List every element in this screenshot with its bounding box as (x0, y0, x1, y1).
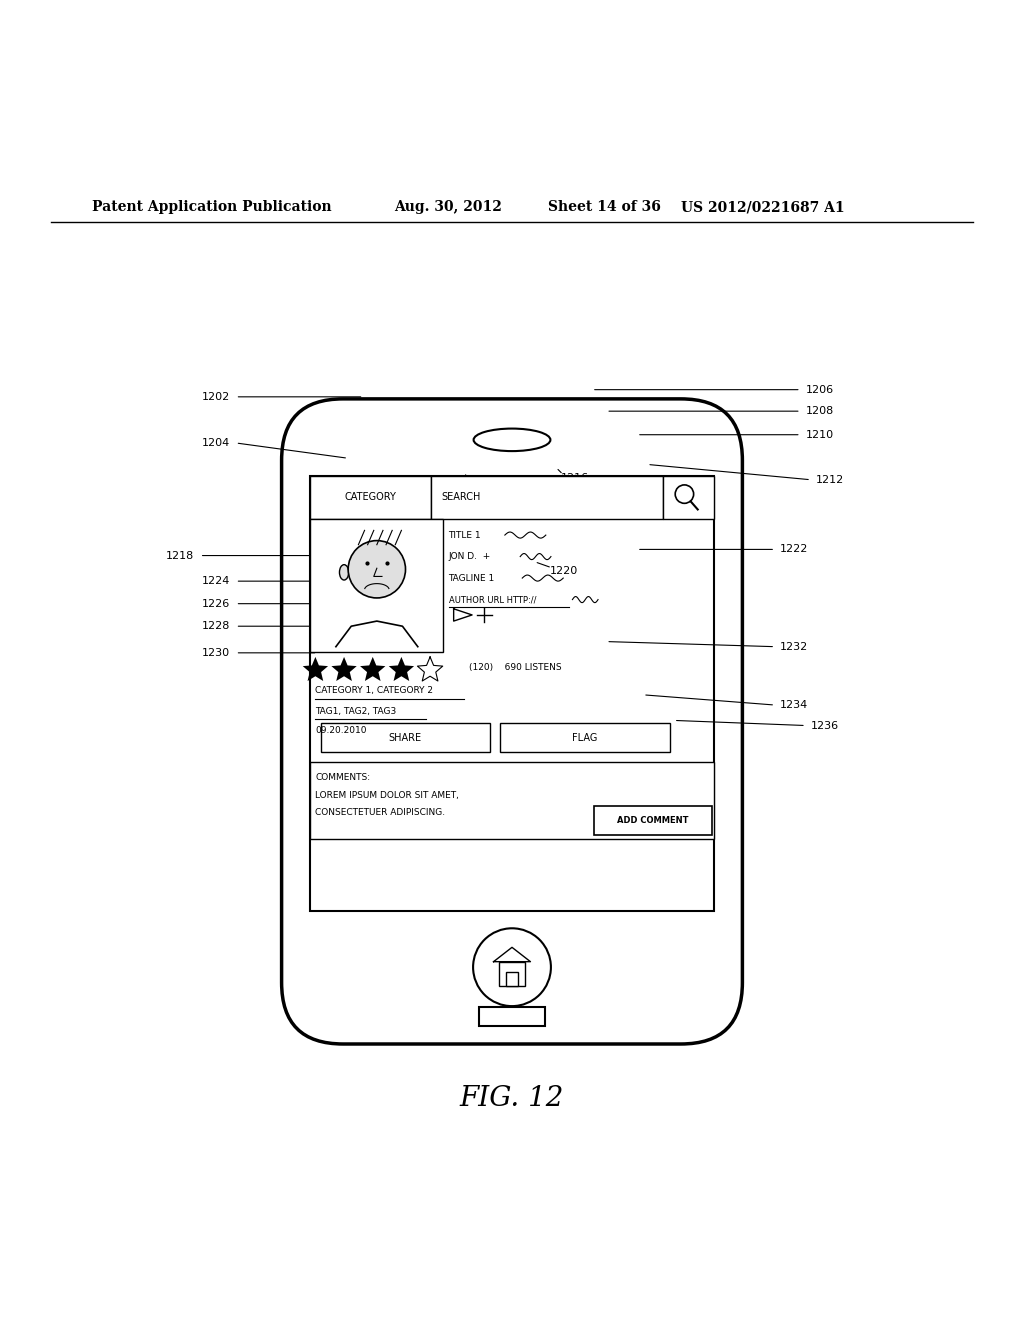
Text: 1204: 1204 (202, 438, 230, 447)
Text: 1220: 1220 (550, 566, 579, 576)
Text: TAG1, TAG2, TAG3: TAG1, TAG2, TAG3 (315, 706, 396, 715)
Text: (120)    690 LISTENS: (120) 690 LISTENS (469, 663, 561, 672)
Polygon shape (360, 657, 385, 681)
Text: 1224: 1224 (202, 576, 230, 586)
Circle shape (675, 484, 693, 503)
Text: 1202: 1202 (202, 392, 230, 401)
Ellipse shape (340, 565, 349, 579)
Text: 1208: 1208 (806, 407, 835, 416)
Text: 1216: 1216 (561, 473, 589, 483)
Text: SEARCH: SEARCH (441, 492, 481, 502)
Polygon shape (332, 657, 356, 681)
Text: AUTHOR URL HTTP://: AUTHOR URL HTTP:// (449, 595, 536, 605)
Text: US 2012/0221687 A1: US 2012/0221687 A1 (681, 201, 845, 214)
FancyBboxPatch shape (282, 399, 742, 1044)
Bar (479, 1007, 545, 1026)
Text: COMMENTS:: COMMENTS: (315, 774, 371, 783)
Text: 1236: 1236 (811, 721, 839, 730)
Text: CATEGORY 1, CATEGORY 2: CATEGORY 1, CATEGORY 2 (315, 686, 433, 696)
Bar (310, 475, 431, 519)
Text: TAGLINE 1: TAGLINE 1 (449, 574, 495, 582)
Text: Patent Application Publication: Patent Application Publication (92, 201, 332, 214)
Text: FIG. 12: FIG. 12 (460, 1085, 564, 1111)
Ellipse shape (473, 429, 551, 451)
Polygon shape (303, 657, 328, 681)
Text: CONSECTETUER ADIPISCING.: CONSECTETUER ADIPISCING. (315, 808, 445, 817)
Bar (310, 519, 443, 652)
Text: Sheet 14 of 36: Sheet 14 of 36 (548, 201, 660, 214)
Text: 1214: 1214 (468, 479, 497, 488)
Text: 1234: 1234 (780, 700, 809, 710)
Polygon shape (389, 657, 414, 681)
Text: SHARE: SHARE (389, 733, 422, 743)
Bar (594, 807, 712, 836)
Bar (310, 475, 714, 911)
Bar (506, 973, 518, 986)
Bar (664, 475, 714, 519)
Text: 1222: 1222 (780, 544, 809, 554)
Bar (321, 723, 489, 752)
Text: LOREM IPSUM DOLOR SIT AMET,: LOREM IPSUM DOLOR SIT AMET, (315, 791, 460, 800)
Text: 1226: 1226 (202, 599, 230, 609)
Bar (500, 723, 670, 752)
Text: JON D.  +: JON D. + (449, 552, 490, 561)
Text: 1230: 1230 (203, 648, 230, 657)
Text: ADD COMMENT: ADD COMMENT (617, 816, 688, 825)
Text: 09.20.2010: 09.20.2010 (315, 726, 367, 735)
Text: 1206: 1206 (806, 384, 834, 395)
Bar (499, 962, 525, 986)
Text: 1218: 1218 (166, 550, 195, 561)
Text: TITLE 1: TITLE 1 (449, 531, 481, 540)
Bar (431, 475, 664, 519)
Text: FLAG: FLAG (572, 733, 598, 743)
Text: 1212: 1212 (816, 475, 845, 484)
Text: CATEGORY: CATEGORY (345, 492, 396, 502)
Text: Aug. 30, 2012: Aug. 30, 2012 (394, 201, 502, 214)
Text: 1210: 1210 (806, 430, 834, 440)
Circle shape (473, 928, 551, 1006)
Bar (310, 763, 714, 840)
Circle shape (348, 541, 406, 598)
Text: 1228: 1228 (202, 622, 230, 631)
Text: 1232: 1232 (780, 642, 809, 652)
